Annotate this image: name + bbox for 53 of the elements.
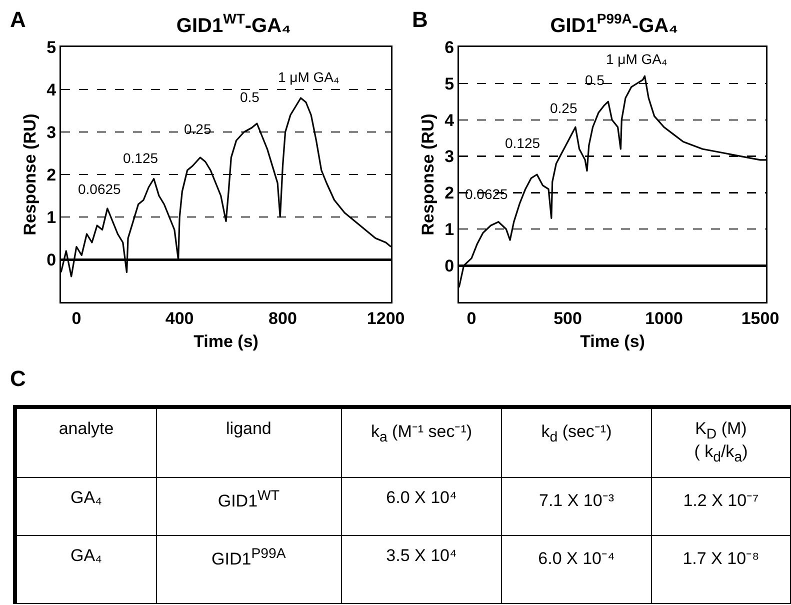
annotation: 1 μM GA₄ (606, 51, 668, 67)
x-axis-title: Time (s) (580, 332, 645, 352)
x-tick-label: 500 (554, 308, 582, 328)
y-tick-label: 4 (46, 80, 57, 100)
y-tick-label: 1 (444, 220, 454, 240)
x-tick-label: 0 (466, 308, 476, 328)
x-tick-label: 1200 (366, 308, 405, 328)
y-tick-label: 0 (444, 256, 454, 276)
text: k$_{d}$ (sec⁻¹) (502, 407, 652, 477)
text: GID1$^{P99A}$ (156, 535, 342, 603)
y-tick-label: 2 (46, 165, 56, 184)
annotation: 0.25 (184, 121, 212, 137)
y-tick-label: 3 (444, 147, 454, 166)
x-axis-title: Time (s) (194, 332, 258, 352)
text: B (412, 7, 428, 32)
annotation: 0.25 (550, 100, 578, 116)
annotation: 1 μM GA₄ (278, 69, 340, 85)
x-tick-label: 400 (165, 308, 194, 328)
text: GID1$^{WT}$ (156, 477, 342, 535)
chart-title: GID1$^{P99A}$-GA₄ (550, 10, 678, 37)
y-tick-label: 0 (46, 250, 56, 270)
text: GA₄ (15, 535, 156, 603)
x-tick-label: 800 (268, 308, 297, 328)
text: C (10, 366, 26, 392)
x-tick-label: 1000 (645, 308, 683, 328)
text: analyte (15, 407, 156, 477)
x-tick-label: 1500 (741, 308, 780, 328)
text: 1.2 X 10⁻⁷ (651, 477, 790, 535)
y-tick-label: 6 (444, 38, 454, 57)
text: 6.0 X 10⁻⁴ (502, 535, 652, 603)
text: GA₄ (15, 477, 156, 535)
annotation: 0.0625 (78, 181, 122, 197)
text: 7.1 X 10⁻³ (502, 477, 652, 535)
annotation: 0.125 (123, 150, 158, 166)
y-tick-label: 1 (46, 208, 56, 227)
y-tick-label: 3 (46, 122, 56, 142)
x-tick-label: 0 (72, 308, 82, 328)
y-tick-label: 5 (46, 38, 56, 57)
y-axis-title: Response (RU) (418, 114, 438, 236)
text: 3.5 X 10⁴ (341, 535, 502, 603)
text: 1.7 X 10⁻⁸ (651, 535, 790, 603)
annotation: 0.125 (505, 135, 540, 151)
text: ligand (156, 407, 342, 477)
text: K$_{D}$ (M) ( k$_{d}$/k$_{a}$) (651, 407, 790, 477)
y-tick-label: 4 (444, 110, 455, 130)
text: A (10, 7, 26, 32)
chart-title: GID1$^{WT}$-GA₄ (176, 10, 292, 37)
annotation: 0.5 (240, 89, 260, 105)
y-tick-label: 2 (444, 184, 454, 203)
y-tick-label: 5 (444, 74, 454, 94)
text: 6.0 X 10⁴ (341, 477, 502, 535)
text: k$_{a}$ (M⁻¹ sec⁻¹) (341, 407, 502, 477)
y-axis-title: Response (RU) (20, 114, 40, 236)
